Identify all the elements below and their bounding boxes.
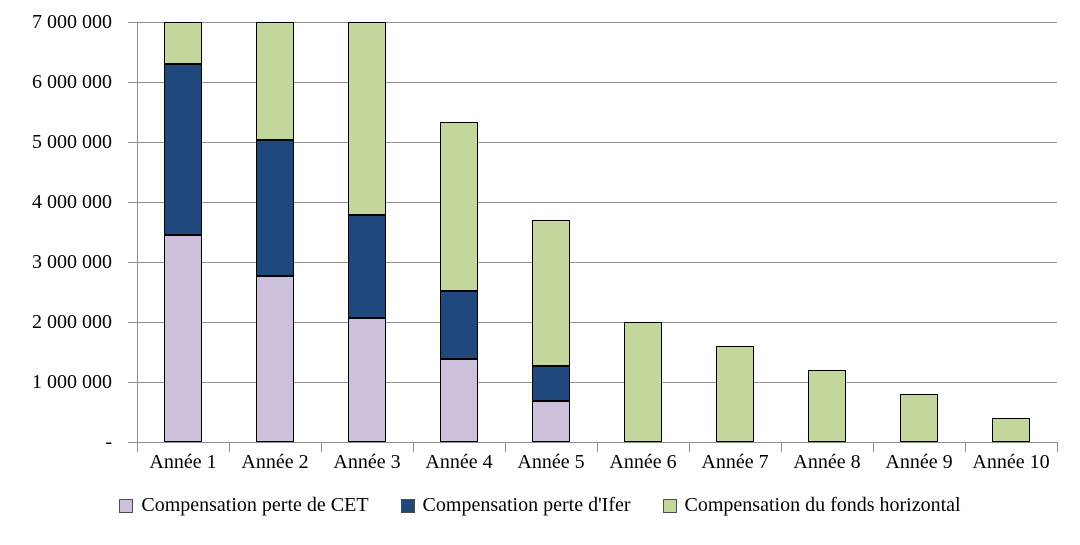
- bar-segment: [900, 394, 938, 442]
- bar-segment: [992, 418, 1030, 442]
- y-axis-label: 2 000 000: [32, 311, 112, 333]
- legend-swatch-icon: [400, 498, 415, 513]
- bar-segment: [440, 122, 478, 291]
- x-axis-tick: [1057, 442, 1058, 452]
- bar-segment: [164, 64, 202, 235]
- bar-segment: [348, 215, 386, 318]
- gridline: [137, 202, 1057, 203]
- bar-segment: [348, 317, 386, 442]
- bar-année-8: [808, 22, 846, 442]
- bar-année-7: [716, 22, 754, 442]
- y-axis-tick: [128, 382, 137, 383]
- x-axis-label: Année 6: [609, 451, 677, 473]
- bar-année-4: [440, 22, 478, 442]
- x-axis-tick: [873, 442, 874, 452]
- bar-segment: [532, 400, 570, 442]
- bar-année-9: [900, 22, 938, 442]
- x-axis-tick: [597, 442, 598, 452]
- legend-swatch-icon: [119, 498, 134, 513]
- legend-item: Compensation perte d'Ifer: [400, 494, 631, 517]
- bar-année-1: [164, 22, 202, 442]
- y-axis-tick: [128, 82, 137, 83]
- y-axis-tick: [128, 262, 137, 263]
- legend: Compensation perte de CET Compensation pe…: [0, 494, 1080, 517]
- bar-segment: [624, 322, 662, 442]
- bar-segment: [164, 22, 202, 64]
- y-axis-label: -: [105, 431, 112, 453]
- gridline: [137, 142, 1057, 143]
- bar-segment: [256, 139, 294, 277]
- x-axis-label: Année 5: [517, 451, 585, 473]
- bar-année-3: [348, 22, 386, 442]
- bar-segment: [164, 235, 202, 442]
- y-axis-tick: [128, 22, 137, 23]
- y-axis-label: 5 000 000: [32, 131, 112, 153]
- bar-année-10: [992, 22, 1030, 442]
- legend-label: Compensation perte d'Ifer: [422, 494, 631, 516]
- y-axis-line: [137, 22, 138, 442]
- bar-segment: [256, 22, 294, 140]
- bar-segment: [440, 359, 478, 442]
- y-axis-label: 7 000 000: [32, 11, 112, 33]
- x-axis-tick: [689, 442, 690, 452]
- y-axis-label: 6 000 000: [32, 71, 112, 93]
- gridline: [137, 82, 1057, 83]
- x-axis-label: Année 10: [972, 451, 1050, 473]
- bar-segment: [532, 220, 570, 367]
- y-axis-tick: [128, 322, 137, 323]
- x-axis-tick: [137, 442, 138, 452]
- x-axis-tick: [505, 442, 506, 452]
- bar-année-2: [256, 22, 294, 442]
- x-axis-label: Année 2: [241, 451, 309, 473]
- bar-segment: [348, 22, 386, 216]
- legend-label: Compensation perte de CET: [141, 494, 369, 516]
- gridline: [137, 382, 1057, 383]
- x-axis-tick: [965, 442, 966, 452]
- bar-segment: [256, 276, 294, 442]
- x-axis-tick: [229, 442, 230, 452]
- bar-année-5: [532, 22, 570, 442]
- plot-area: [137, 22, 1057, 442]
- bar-segment: [716, 346, 754, 442]
- y-axis-tick: [128, 442, 137, 443]
- legend-item: Compensation perte de CET: [119, 494, 369, 517]
- bar-année-6: [624, 22, 662, 442]
- legend-item: Compensation du fonds horizontal: [662, 494, 961, 517]
- y-axis-label: 4 000 000: [32, 191, 112, 213]
- x-axis-tick: [781, 442, 782, 452]
- y-axis-tick: [128, 142, 137, 143]
- x-axis-label: Année 3: [333, 451, 401, 473]
- x-axis-label: Année 1: [149, 451, 217, 473]
- x-axis-label: Année 8: [793, 451, 861, 473]
- x-axis-label: Année 9: [885, 451, 953, 473]
- x-axis-label: Année 4: [425, 451, 493, 473]
- x-axis-line: [128, 442, 1057, 443]
- bar-segment: [532, 366, 570, 401]
- gridline: [137, 322, 1057, 323]
- gridline: [137, 22, 1057, 23]
- x-axis-tick: [413, 442, 414, 452]
- x-axis-tick: [321, 442, 322, 452]
- bar-segment: [808, 370, 846, 442]
- y-axis-tick: [128, 202, 137, 203]
- y-axis-label: 1 000 000: [32, 371, 112, 393]
- legend-label: Compensation du fonds horizontal: [684, 494, 961, 516]
- legend-swatch-icon: [662, 498, 677, 513]
- x-axis-label: Année 7: [701, 451, 769, 473]
- gridline: [137, 262, 1057, 263]
- y-axis-label: 3 000 000: [32, 251, 112, 273]
- bar-segment: [440, 290, 478, 360]
